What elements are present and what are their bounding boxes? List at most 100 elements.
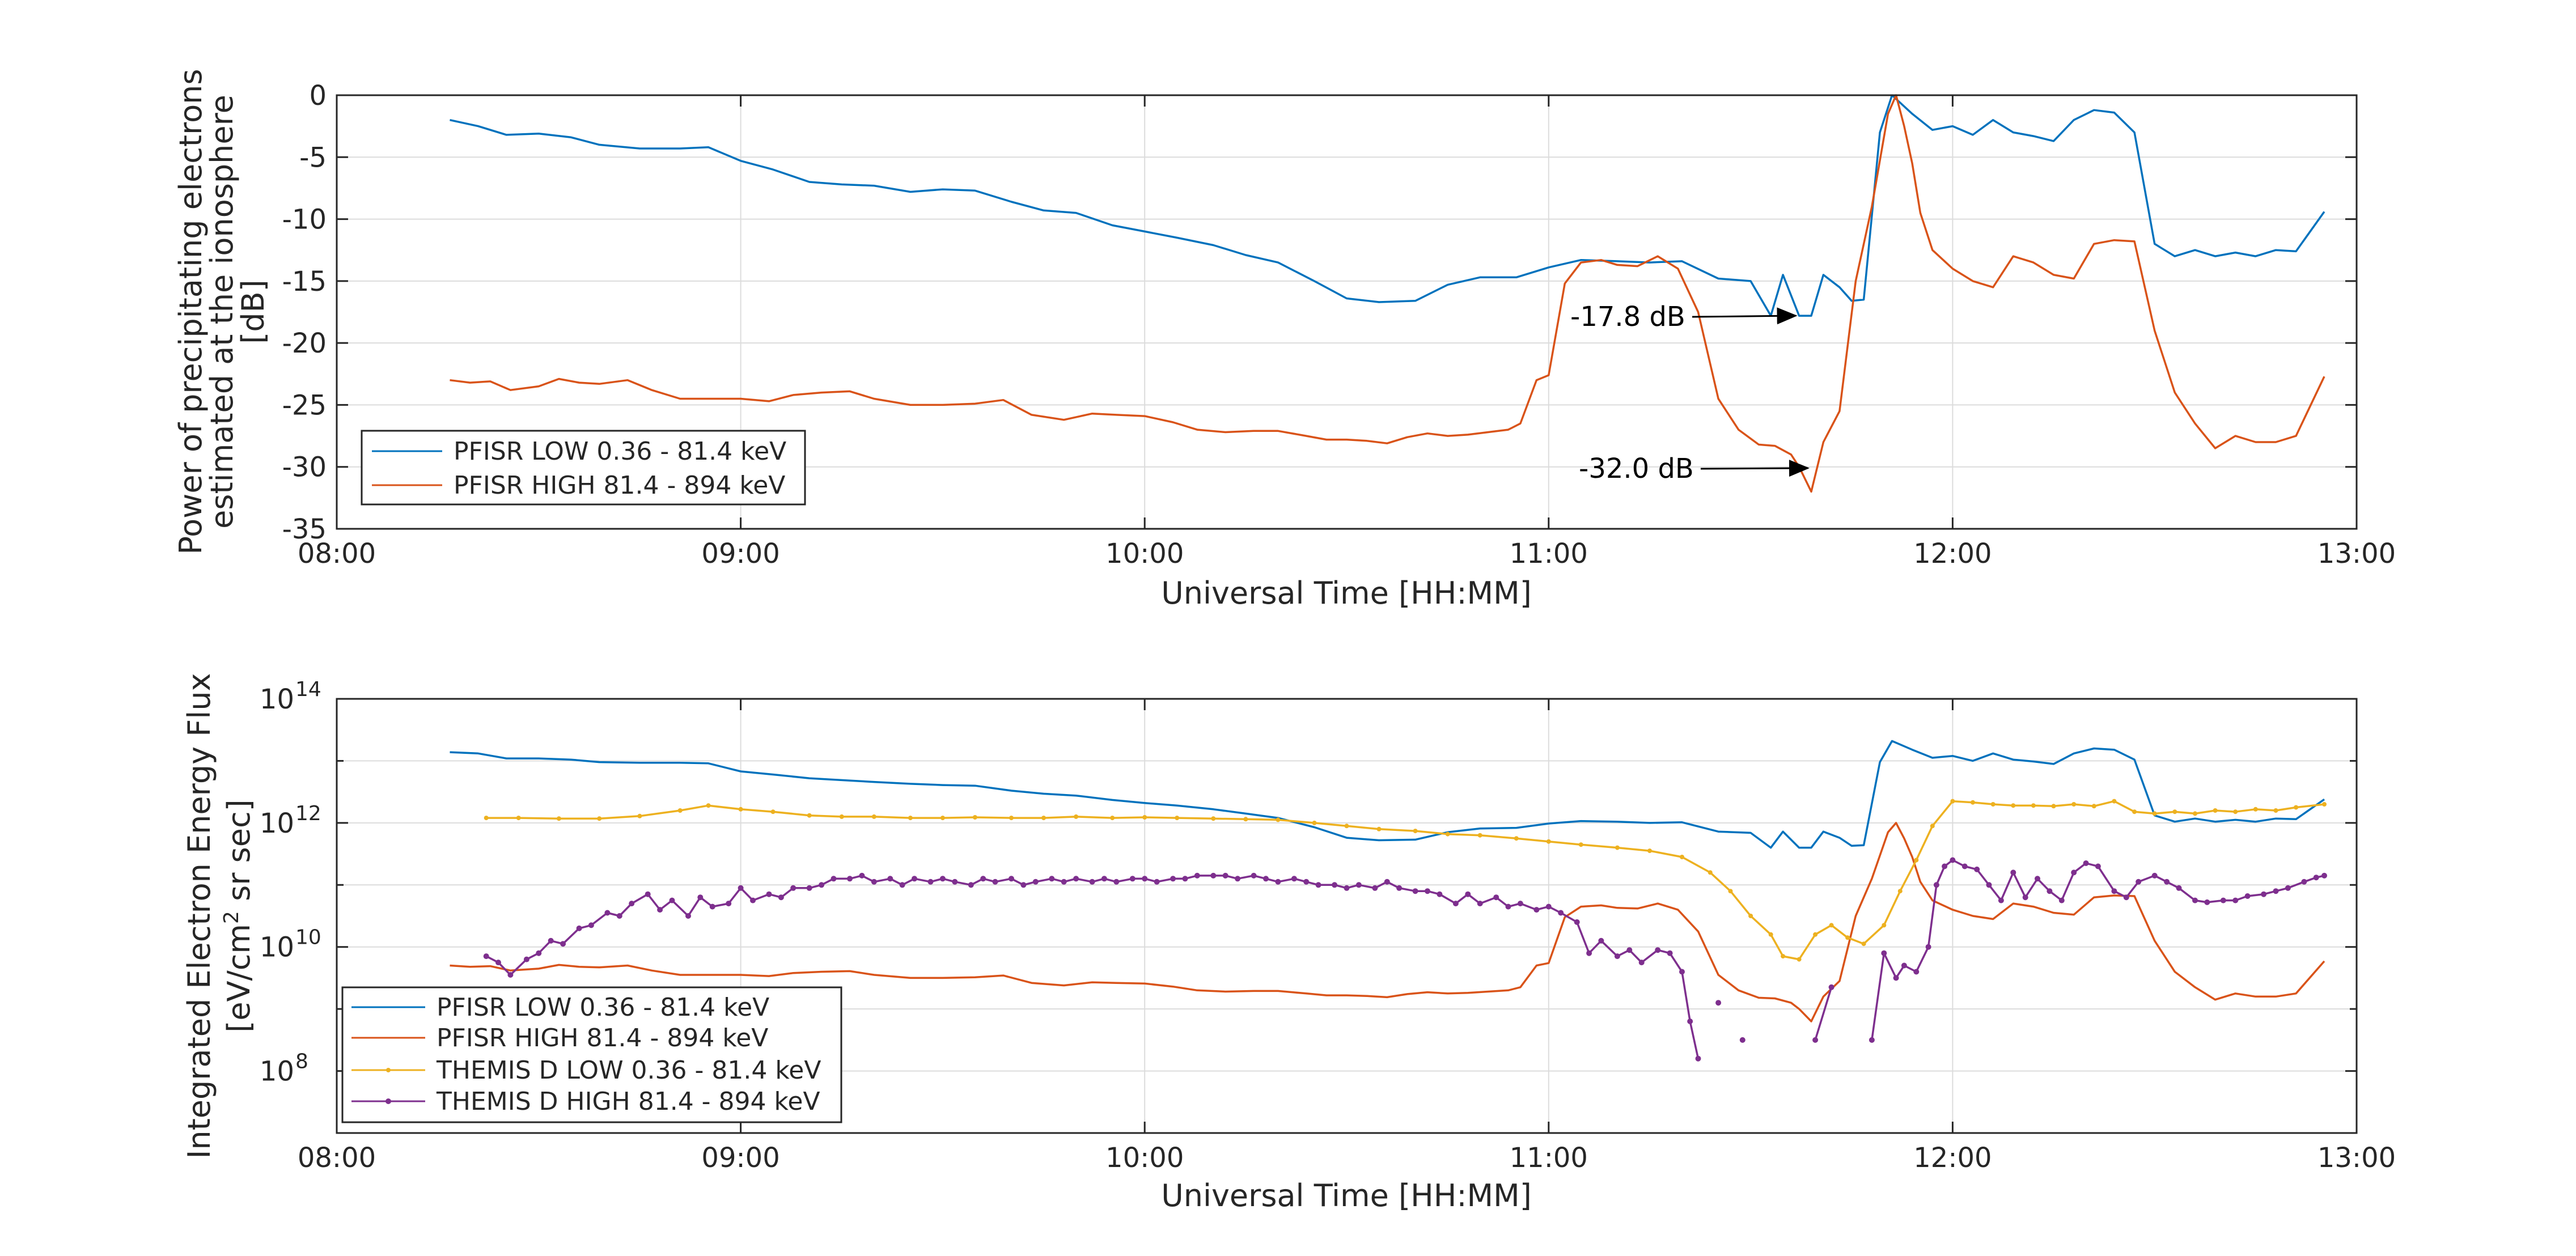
top-legend-box: [361, 430, 806, 506]
top-legend-label-pfisr-low: PFISR LOW 0.36 - 81.4 keV: [454, 437, 786, 466]
bottom-series-point-themis-d-high-81-4-894-kev: [939, 876, 946, 882]
bottom-series-point-themis-d-high-81-4-894-kev: [2301, 879, 2307, 885]
bottom-series-point-themis-d-high-81-4-894-kev: [1679, 969, 1685, 975]
top-y-tick-label: -35: [282, 514, 327, 545]
bottom-series-point-themis-d-high-81-4-894-kev: [1901, 962, 1907, 969]
bottom-y-axis-label-unit-part-1: [eV/cm: [221, 924, 257, 1033]
top-y-axis-label: Power of precipitating electrons estimat…: [173, 69, 271, 555]
bottom-series-point-themis-d-high-81-4-894-kev: [831, 876, 837, 882]
bottom-series-point-themis-d-low-0-36-81-4-kev: [1175, 816, 1180, 821]
bottom-series-layer: [450, 740, 2327, 1062]
bottom-plot-frame: [336, 698, 2358, 1134]
bottom-series-point-themis-d-high-81-4-894-kev: [1020, 882, 1027, 888]
bottom-series-point-themis-d-high-81-4-894-kev: [2010, 869, 2016, 876]
bottom-series-point-themis-d-high-81-4-894-kev: [790, 885, 796, 891]
bottom-series-point-themis-d-low-0-36-81-4-kev: [1781, 954, 1786, 959]
bottom-series-point-themis-d-low-0-36-81-4-kev: [839, 814, 844, 819]
bottom-series-point-themis-d-low-0-36-81-4-kev: [2051, 804, 2056, 809]
bottom-series-point-themis-d-low-0-36-81-4-kev: [2031, 803, 2036, 808]
top-y-tick-label: -10: [282, 204, 327, 236]
bottom-series-point-themis-d-low-0-36-81-4-kev: [807, 813, 812, 818]
bottom-series-point-themis-d-high-81-4-894-kev: [1517, 901, 1523, 907]
bottom-series-point-themis-d-low-0-36-81-4-kev: [484, 816, 489, 821]
top-y-tick-label: -30: [282, 452, 327, 483]
bottom-series-point-themis-d-low-0-36-81-4-kev: [1930, 824, 1935, 829]
bottom-series-point-themis-d-low-0-36-81-4-kev: [2193, 811, 2197, 816]
top-x-tick-label: 08:00: [298, 538, 376, 570]
bottom-series-point-themis-d-low-0-36-81-4-kev: [1813, 932, 1818, 937]
bottom-series-point-themis-d-low-0-36-81-4-kev: [1445, 831, 1450, 837]
bottom-series-point-themis-d-high-81-4-894-kev: [899, 882, 905, 888]
top-x-axis-label: Universal Time [HH:MM]: [1161, 575, 1532, 611]
bottom-series-point-themis-d-high-81-4-894-kev: [859, 872, 865, 879]
bottom-series-point-themis-d-high-81-4-894-kev: [1154, 879, 1160, 885]
bottom-series-point-themis-d-high-81-4-894-kev: [669, 897, 675, 903]
bottom-legend-box: [341, 986, 842, 1123]
bottom-series-point-themis-d-high-81-4-894-kev: [819, 882, 825, 888]
bottom-series-point-themis-d-low-0-36-81-4-kev: [2071, 802, 2077, 807]
bottom-series-point-themis-d-low-0-36-81-4-kev: [2011, 803, 2016, 808]
bottom-series-point-themis-d-low-0-36-81-4-kev: [706, 803, 711, 808]
bottom-series-point-themis-d-high-81-4-894-kev: [523, 956, 529, 962]
bottom-series-point-themis-d-high-81-4-894-kev: [1614, 953, 1620, 960]
bottom-series-point-themis-d-low-0-36-81-4-kev: [2091, 804, 2096, 809]
bottom-series-point-themis-d-high-81-4-894-kev: [1425, 888, 1430, 894]
bottom-series-point-themis-d-high-81-4-894-kev: [1384, 879, 1390, 885]
bottom-series-point-themis-d-low-0-36-81-4-kev: [2172, 809, 2177, 814]
bottom-series-point-themis-d-high-81-4-894-kev: [1061, 879, 1067, 885]
bottom-series-point-themis-d-low-0-36-81-4-kev: [972, 815, 977, 820]
bottom-x-tick-label: 12:00: [1913, 1142, 1992, 1174]
top-legend-label-pfisr-high: PFISR HIGH 81.4 - 894 keV: [454, 471, 785, 500]
bottom-series-point-themis-d-low-0-36-81-4-kev: [940, 816, 945, 821]
bottom-series-point-themis-d-high-81-4-894-kev: [1291, 876, 1297, 882]
bottom-series-point-themis-d-high-81-4-894-kev: [1974, 866, 1980, 872]
bottom-series-point-themis-d-high-81-4-894-kev: [1558, 910, 1564, 916]
bottom-series-point-themis-d-low-0-36-81-4-kev: [1276, 817, 1281, 822]
bottom-series-point-themis-d-low-0-36-81-4-kev: [1142, 815, 1147, 820]
top-annotations: -17.8 dB -32.0 dB: [1570, 301, 1810, 485]
bottom-y-tick-label: 10: [260, 1056, 294, 1088]
bottom-series-point-themis-d-high-81-4-894-kev: [495, 960, 501, 966]
bottom-series-point-themis-d-high-81-4-894-kev: [1881, 950, 1887, 956]
bottom-series-point-themis-d-low-0-36-81-4-kev: [1797, 957, 1802, 962]
bottom-series-point-themis-d-low-0-36-81-4-kev: [908, 816, 913, 821]
bottom-series-point-themis-d-low-0-36-81-4-kev: [1728, 889, 1733, 894]
bottom-series-point-themis-d-low-0-36-81-4-kev: [2152, 811, 2157, 816]
bottom-series-point-themis-d-high-81-4-894-kev: [1739, 1037, 1745, 1043]
bottom-series-point-themis-d-high-81-4-894-kev: [1452, 901, 1459, 907]
bottom-series-point-themis-d-high-81-4-894-kev: [1533, 907, 1540, 913]
bottom-series-point-themis-d-low-0-36-81-4-kev: [2132, 809, 2137, 814]
bottom-series-point-themis-d-low-0-36-81-4-kev: [1615, 845, 1620, 850]
bottom-series-point-themis-d-low-0-36-81-4-kev: [2253, 807, 2258, 812]
bottom-series-point-themis-d-low-0-36-81-4-kev: [1882, 923, 1887, 928]
bottom-series-point-themis-d-high-81-4-894-kev: [1332, 882, 1338, 888]
bottom-x-axis-label: Universal Time [HH:MM]: [1161, 1178, 1532, 1213]
bottom-series-point-themis-d-high-81-4-894-kev: [847, 876, 853, 882]
bottom-series-point-themis-d-high-81-4-894-kev: [1170, 876, 1176, 882]
bottom-series-point-themis-d-high-81-4-894-kev: [871, 879, 877, 885]
bottom-series-point-themis-d-high-81-4-894-kev: [616, 913, 622, 919]
bottom-series-point-themis-d-high-81-4-894-kev: [1210, 872, 1217, 879]
bottom-series-point-themis-d-high-81-4-894-kev: [2022, 894, 2028, 901]
top-y-tick-labels: 0 -5 -10 -15 -20 -25 -30 -35: [282, 80, 327, 545]
bottom-series-point-themis-d-high-81-4-894-kev: [1812, 1037, 1819, 1043]
bottom-series-point-themis-d-high-81-4-894-kev: [2111, 888, 2117, 894]
bottom-series-point-themis-d-high-81-4-894-kev: [2047, 888, 2053, 894]
top-y-axis-label-line-3: [dB]: [235, 279, 271, 343]
bottom-series-point-themis-d-low-0-36-81-4-kev: [1829, 923, 1834, 928]
bottom-series-point-themis-d-low-0-36-81-4-kev: [738, 807, 743, 812]
bottom-series-point-themis-d-high-81-4-894-kev: [2123, 894, 2129, 901]
bottom-series-point-themis-d-high-81-4-894-kev: [1009, 876, 1014, 882]
bottom-series-point-themis-d-low-0-36-81-4-kev: [1748, 914, 1753, 918]
bottom-series-point-themis-d-high-81-4-894-kev: [1505, 903, 1511, 910]
bottom-series-point-themis-d-high-81-4-894-kev: [2285, 885, 2291, 891]
bottom-legend-marker-themis-high: [385, 1098, 391, 1104]
top-x-tick-label: 13:00: [2317, 538, 2396, 570]
bottom-series-point-themis-d-high-81-4-894-kev: [2058, 897, 2065, 903]
bottom-series-point-themis-d-high-81-4-894-kev: [1344, 885, 1350, 891]
bottom-series-point-themis-d-high-81-4-894-kev: [766, 891, 772, 897]
bottom-x-tick-label: 13:00: [2317, 1142, 2396, 1174]
bottom-series-point-themis-d-high-81-4-894-kev: [1412, 888, 1418, 894]
bottom-x-tick-label: 08:00: [298, 1142, 376, 1174]
bottom-series-point-themis-d-low-0-36-81-4-kev: [516, 816, 521, 821]
